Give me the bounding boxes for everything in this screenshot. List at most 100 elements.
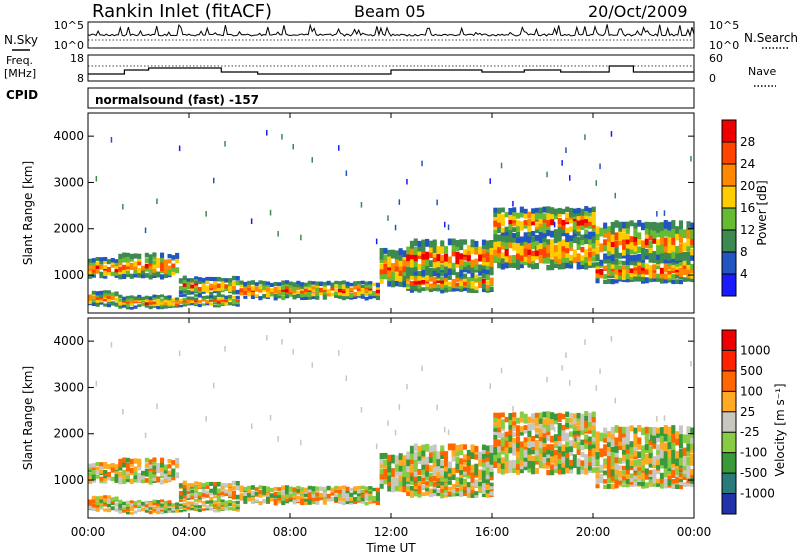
power-cell <box>500 207 505 213</box>
power-cell <box>572 211 577 217</box>
power-cell <box>659 257 664 264</box>
velocity-cell <box>606 468 611 474</box>
power-cell <box>576 207 581 214</box>
power-cell <box>671 228 676 238</box>
power-cell <box>641 279 646 284</box>
velocity-cell <box>504 439 509 448</box>
velocity-cell <box>216 495 221 501</box>
velocity-cell <box>629 425 634 432</box>
power-cell <box>686 267 691 274</box>
power-cell <box>610 270 615 276</box>
velocity-cell <box>633 432 638 438</box>
power-cell <box>114 291 119 296</box>
power-speckle <box>690 155 692 162</box>
power-cell <box>379 277 384 284</box>
power-cell <box>428 276 433 282</box>
power-cell <box>610 279 615 285</box>
power-cell <box>228 287 233 292</box>
velocity-cell <box>315 500 320 505</box>
velocity-cell <box>603 444 608 451</box>
velocity-cell <box>644 457 649 465</box>
velocity-cell <box>345 500 350 505</box>
power-cell <box>463 264 468 270</box>
velocity-cell <box>133 466 138 472</box>
velocity-cell <box>481 444 486 450</box>
power-speckle <box>224 141 226 147</box>
power-cell <box>599 227 604 237</box>
power-cell <box>88 258 93 263</box>
power-cell <box>224 286 229 291</box>
velocity-cell <box>641 471 646 476</box>
velocity-cell <box>156 463 161 469</box>
velocity-cell <box>375 500 380 506</box>
velocity-cell <box>330 489 335 493</box>
velocity-cell <box>114 479 119 483</box>
power-cell <box>103 269 108 274</box>
velocity-cell <box>595 443 600 452</box>
power-cell <box>428 271 433 277</box>
power-cell <box>625 268 630 275</box>
velocity-cell <box>440 459 445 466</box>
velocity-cell <box>447 476 452 481</box>
power-cell <box>531 236 536 242</box>
power-cell <box>667 251 672 261</box>
velocity-cell <box>220 483 225 487</box>
velocity-cell <box>481 453 486 459</box>
power-cell <box>239 283 244 288</box>
velocity-cell <box>171 507 176 511</box>
power-cell <box>588 211 593 217</box>
power-cell <box>542 206 547 213</box>
power-cell <box>409 288 414 293</box>
velocity-cell <box>584 415 589 421</box>
velocity-cell <box>88 502 93 506</box>
velocity-cell <box>197 482 202 486</box>
velocity-cell <box>451 443 456 451</box>
velocity-cell <box>470 464 475 473</box>
velocity-cell <box>553 456 558 462</box>
power-cell <box>459 259 464 266</box>
velocity-cell <box>425 463 430 472</box>
power-cell <box>622 249 627 256</box>
power-cell <box>288 281 293 286</box>
velocity-cell <box>485 469 490 475</box>
power-cell <box>182 301 187 304</box>
power-cell <box>330 282 335 286</box>
velocity-speckle <box>205 416 207 422</box>
velocity-cell <box>273 494 278 499</box>
velocity-cell <box>125 462 130 468</box>
power-cell <box>478 279 483 284</box>
power-cell <box>440 254 445 261</box>
velocity-cell <box>531 441 536 447</box>
velocity-cell <box>553 463 558 470</box>
velocity-cell <box>580 428 585 435</box>
power-cell <box>576 210 581 217</box>
power-cell <box>493 215 498 221</box>
power-cell <box>171 263 176 268</box>
velocity-cell <box>478 451 483 460</box>
velocity-cell <box>470 469 475 478</box>
power-cell <box>625 227 630 234</box>
colorbar-tick-label: 100 <box>740 384 763 398</box>
power-cell <box>629 272 634 277</box>
velocity-cell <box>91 507 96 511</box>
power-cell <box>205 276 210 281</box>
power-cell <box>686 242 691 252</box>
velocity-cell <box>644 432 649 440</box>
velocity-cell <box>144 468 149 474</box>
power-cell <box>129 253 134 259</box>
velocity-cell <box>667 456 672 466</box>
velocity-cell <box>258 490 263 495</box>
power-cell <box>588 255 593 261</box>
power-cell <box>364 284 369 288</box>
power-cell <box>576 224 581 230</box>
power-cell <box>231 289 236 295</box>
power-cell <box>231 296 236 299</box>
velocity-cell <box>610 458 615 467</box>
power-cell <box>394 250 399 260</box>
power-cell <box>88 297 93 301</box>
velocity-cell <box>148 463 153 469</box>
power-cell <box>379 273 384 279</box>
power-cell <box>629 243 634 250</box>
power-cell <box>428 267 433 275</box>
velocity-cell <box>137 509 142 512</box>
